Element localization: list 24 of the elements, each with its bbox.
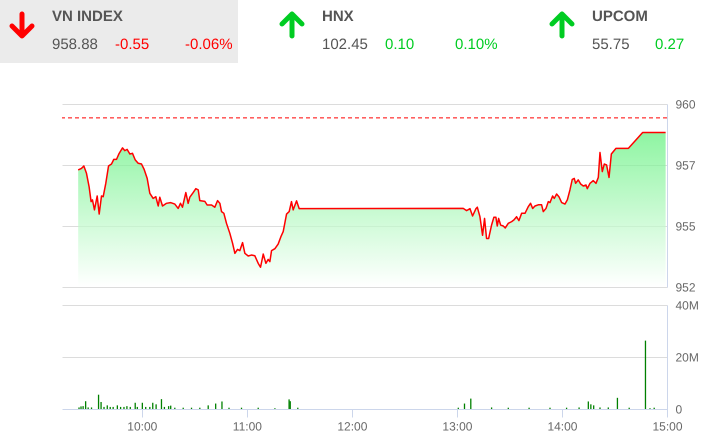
y-tick-label: 952 bbox=[676, 280, 696, 294]
y-tick-label: 957 bbox=[676, 158, 696, 172]
x-tick-label: 13:00 bbox=[442, 420, 473, 434]
x-tick-label: 10:00 bbox=[127, 420, 158, 434]
text: 958.88 bbox=[52, 36, 98, 53]
x-tick-label: 11:00 bbox=[232, 420, 262, 434]
text: 55.75 bbox=[592, 36, 630, 53]
x-tick-label: 15:00 bbox=[652, 420, 683, 434]
text: 0.27 bbox=[655, 36, 684, 53]
text: 102.45 bbox=[322, 36, 368, 53]
text: 0.10 bbox=[385, 36, 414, 53]
text: VN INDEX bbox=[52, 8, 123, 25]
text: 0.10% bbox=[455, 36, 498, 53]
text: UPCOM bbox=[592, 8, 648, 25]
y-tick-label: 960 bbox=[676, 98, 696, 112]
y-tick-label: 40M bbox=[676, 298, 699, 312]
text: -0.06% bbox=[185, 36, 233, 53]
y-tick-label: 955 bbox=[676, 220, 696, 234]
text: HNX bbox=[322, 8, 354, 25]
x-tick-label: 12:00 bbox=[337, 420, 368, 434]
y-tick-label: 0 bbox=[676, 402, 682, 416]
y-tick-label: 20M bbox=[676, 350, 699, 364]
text: -0.55 bbox=[115, 36, 150, 53]
x-tick-label: 14:00 bbox=[547, 420, 578, 434]
